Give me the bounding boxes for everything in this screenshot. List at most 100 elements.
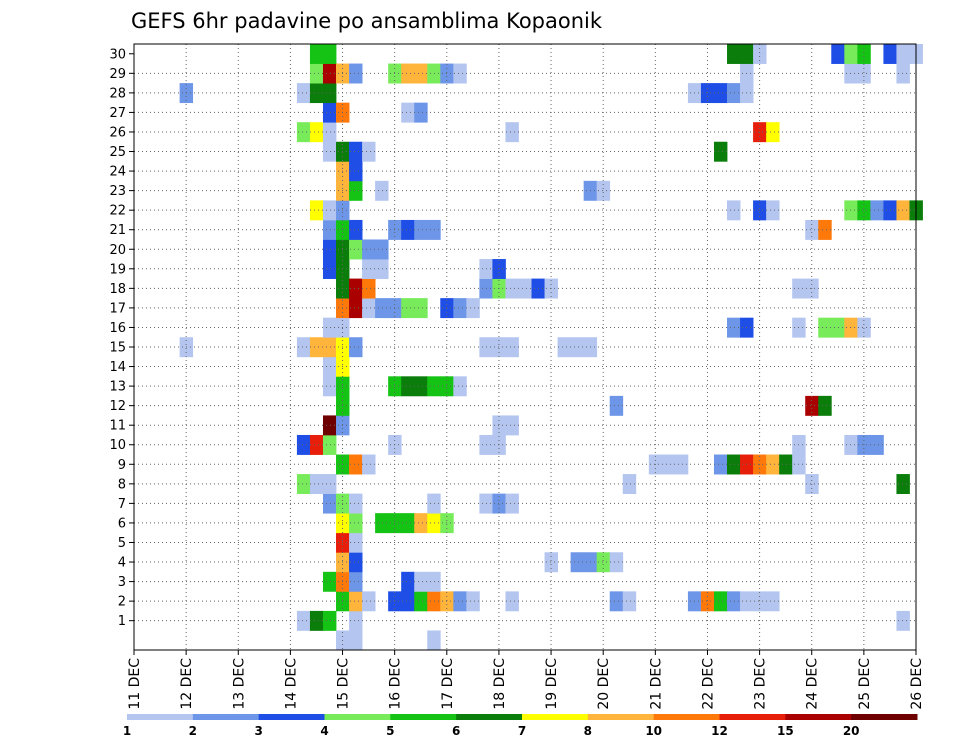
- heatmap-cell: [322, 356, 337, 377]
- heatmap-cell: [505, 278, 519, 299]
- heatmap-cell: [896, 44, 910, 64]
- heatmap-cell: [766, 454, 780, 475]
- legend-swatch: [456, 714, 523, 720]
- heatmap-cell: [453, 298, 467, 319]
- heatmap-cell: [609, 552, 624, 573]
- heatmap-cell: [570, 552, 585, 573]
- heatmap-cell: [557, 337, 572, 358]
- y-tick-label: 27: [109, 106, 126, 121]
- x-tick-label: 18 DEC: [492, 658, 508, 710]
- heatmap-cell: [661, 454, 676, 475]
- y-tick-label: 13: [109, 380, 126, 395]
- heatmap-cell: [427, 376, 441, 397]
- heatmap-cell: [505, 591, 519, 612]
- y-tick-label: 29: [109, 67, 126, 82]
- heatmap-cell: [349, 532, 363, 553]
- heatmap-cell: [349, 219, 363, 240]
- y-tick-label: 1: [118, 614, 126, 629]
- heatmap-cell: [322, 63, 337, 84]
- heatmap-cell: [844, 434, 858, 455]
- heatmap-cell: [296, 434, 311, 455]
- heatmap-cell: [844, 63, 858, 84]
- heatmap-cell: [349, 493, 363, 514]
- y-tick-label: 4: [118, 556, 126, 571]
- heatmap-cell: [831, 317, 845, 338]
- heatmap-cell: [322, 493, 337, 514]
- heatmap-cell: [349, 298, 363, 319]
- heatmap-cell: [362, 278, 376, 299]
- heatmap-cell: [349, 552, 363, 573]
- heatmap-cell: [727, 44, 741, 64]
- heatmap-cell: [309, 474, 324, 495]
- heatmap-cell: [700, 591, 715, 612]
- heatmap-cell: [414, 102, 428, 123]
- x-tick-label: 20 DEC: [596, 658, 612, 710]
- y-tick-label: 12: [109, 399, 126, 414]
- heatmap-cell: [753, 200, 767, 221]
- heatmap-cell: [596, 180, 611, 201]
- heatmap-cell: [349, 513, 363, 534]
- heatmap-cell: [857, 200, 871, 221]
- x-tick-label: 22 DEC: [700, 658, 716, 710]
- heatmap-cell: [779, 454, 793, 475]
- heatmap-cell: [805, 395, 819, 416]
- y-tick-label: 7: [118, 497, 126, 512]
- heatmap-cell: [322, 571, 337, 592]
- heatmap-cell: [309, 122, 324, 143]
- x-tick-label: 13 DEC: [231, 658, 247, 710]
- heatmap-cell: [349, 630, 363, 651]
- heatmap-cell: [362, 141, 376, 162]
- heatmap-cell: [492, 493, 506, 514]
- heatmap-cell: [766, 200, 780, 221]
- y-tick-label: 6: [118, 516, 126, 531]
- y-tick-label: 22: [109, 204, 126, 219]
- legend-label: 4: [320, 724, 328, 738]
- heatmap-cell: [296, 122, 311, 143]
- heatmap-cell: [713, 83, 728, 104]
- heatmap-cell: [375, 180, 389, 201]
- legend-label: 7: [518, 724, 526, 738]
- heatmap-cell: [713, 454, 728, 475]
- heatmap-cell: [322, 44, 337, 64]
- heatmap-cell: [322, 239, 337, 260]
- legend-swatch: [653, 714, 720, 720]
- legend-label: 2: [189, 724, 197, 738]
- heatmap-cell: [740, 44, 754, 64]
- heatmap-cell: [505, 493, 519, 514]
- heatmap-cell: [805, 219, 819, 240]
- heatmap-cell: [309, 83, 324, 104]
- heatmap-cell: [766, 122, 780, 143]
- heatmap-cell: [844, 44, 858, 64]
- legend-label: 10: [645, 724, 662, 738]
- heatmap-cell: [349, 141, 363, 162]
- legend-label: 12: [711, 724, 728, 738]
- heatmap-cell: [349, 239, 363, 260]
- y-tick-label: 17: [109, 301, 126, 316]
- heatmap-cell: [857, 44, 871, 64]
- heatmap-cell: [896, 63, 910, 84]
- heatmap-cell: [727, 200, 741, 221]
- legend-label: 5: [386, 724, 394, 738]
- y-tick-label: 18: [109, 282, 126, 297]
- heatmap-cell: [375, 298, 389, 319]
- y-tick-label: 24: [109, 165, 126, 180]
- heatmap-cell: [349, 571, 363, 592]
- heatmap-cell: [414, 219, 428, 240]
- heatmap-cell: [401, 513, 415, 534]
- heatmap-cell: [870, 434, 884, 455]
- y-tick-label: 9: [118, 458, 126, 473]
- heatmap-cell: [505, 122, 519, 143]
- y-tick-label: 28: [109, 86, 126, 101]
- heatmap-cell: [296, 474, 311, 495]
- heatmap-cell: [296, 337, 311, 358]
- x-axis-ticks: 11 DEC 12 DEC 13 DEC 14 DEC 15 DEC 16 DEC 17 D…: [127, 650, 925, 710]
- heatmap-cell: [309, 44, 324, 64]
- heatmap-cell: [857, 63, 871, 84]
- legend-label: 15: [777, 724, 794, 738]
- heatmap-cell: [713, 141, 728, 162]
- heatmap-cell: [870, 200, 884, 221]
- x-tick-label: 19 DEC: [544, 658, 560, 710]
- x-tick-label: 15 DEC: [336, 658, 352, 710]
- heatmap-cell: [414, 376, 428, 397]
